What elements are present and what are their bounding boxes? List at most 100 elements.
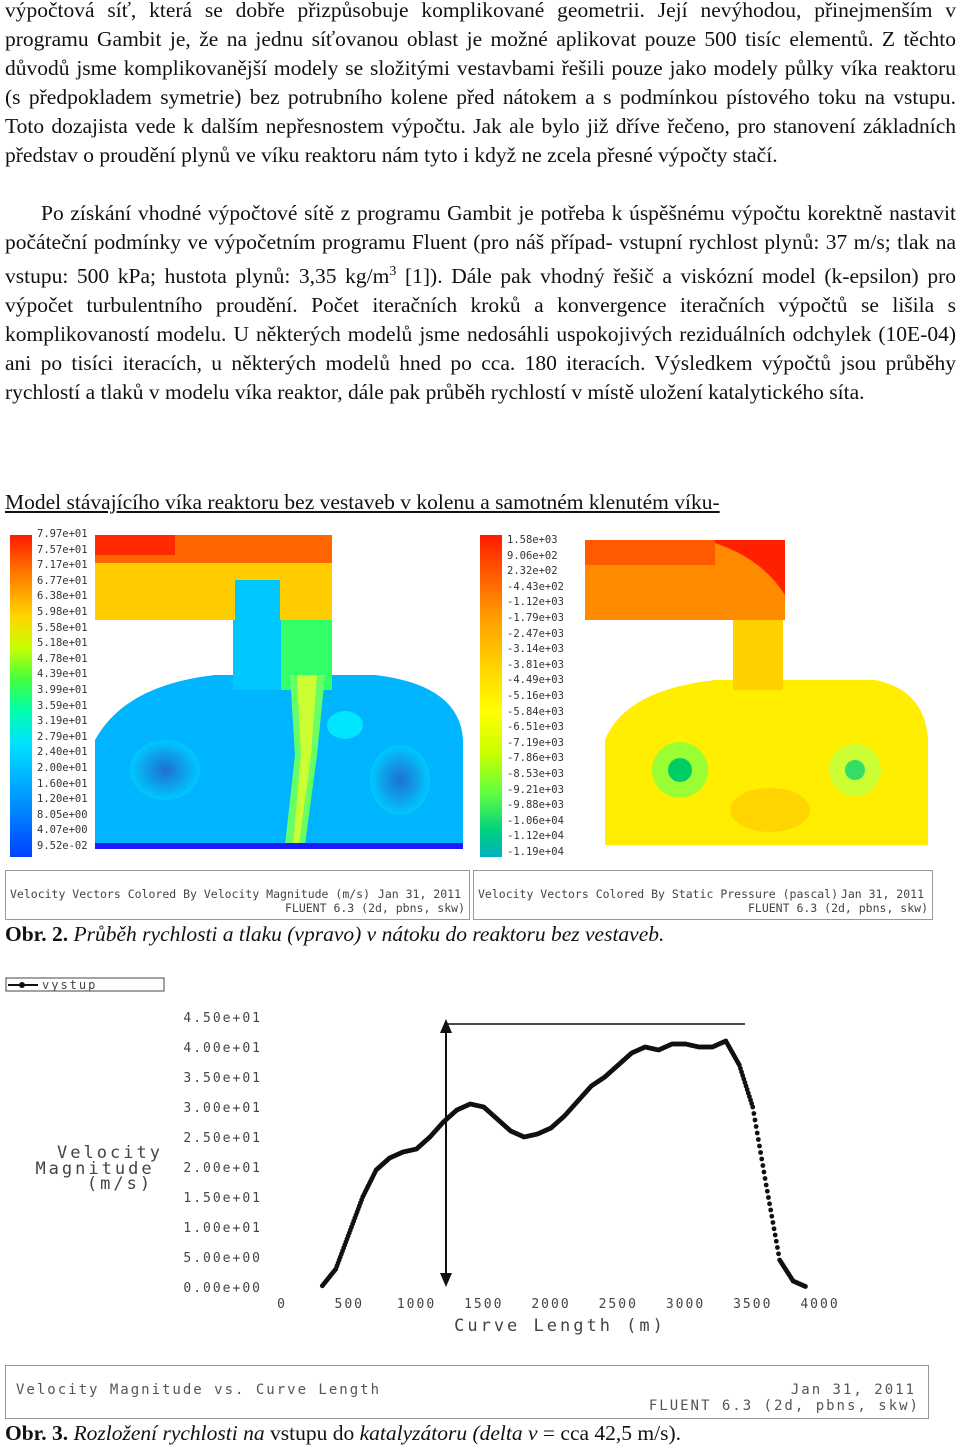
pressure-legend-value: -5.16e+03 <box>507 689 564 702</box>
velocity-legend-value: 4.78e+01 <box>37 652 88 665</box>
data-point <box>759 1156 765 1162</box>
figure-3-caption-part-7: cca 42,5 m/s). <box>560 1421 682 1445</box>
velocity-legend-value: 1.20e+01 <box>37 793 88 806</box>
pressure-legend-value: -8.53e+03 <box>507 767 564 780</box>
x-tick-label: 3500 <box>733 1297 772 1312</box>
data-point <box>768 1207 774 1213</box>
pressure-legend-value: -9.88e+03 <box>507 799 564 812</box>
y-tick-label: 3.00e+01 <box>183 1101 262 1116</box>
velocity-legend-value: 2.79e+01 <box>37 730 88 743</box>
chart-footer: Velocity Magnitude vs. Curve Length Jan … <box>5 1365 929 1419</box>
x-tick-label: 1000 <box>397 1297 436 1312</box>
data-point <box>776 1251 781 1257</box>
velocity-legend-value: 9.52e-02 <box>37 839 88 852</box>
data-point <box>767 1201 772 1207</box>
pressure-legend-value: -3.81e+03 <box>507 658 564 671</box>
velocity-footer-solver: FLUENT 6.3 (2d, pbns, skw) <box>284 901 465 915</box>
x-tick-label: 4000 <box>800 1297 839 1312</box>
chart-footer-solver: FLUENT 6.3 (2d, pbns, skw) <box>648 1398 920 1414</box>
velocity-legend-value: 2.00e+01 <box>37 761 88 774</box>
data-point <box>751 1111 757 1116</box>
pressure-footer-date: Jan 31, 2011 <box>840 887 924 901</box>
data-point <box>766 1195 771 1200</box>
data-point <box>773 1238 779 1244</box>
superscript-three: 3 <box>389 264 397 279</box>
velocity-legend-value: 1.60e+01 <box>37 777 88 790</box>
y-tick-label: 1.00e+01 <box>183 1221 262 1236</box>
pressure-contour-panel: 1.58e+03 9.06e+02 2.32e+02 -4.43e+02 -1.12e+… <box>475 525 935 870</box>
pressure-legend-value: -9.21e+03 <box>507 783 564 796</box>
x-axis-label: Curve Length (m) <box>454 1316 666 1336</box>
velocity-legend-value: 3.99e+01 <box>37 683 88 696</box>
data-point <box>762 1176 768 1181</box>
velocity-legend-labels: 7.97e+01 7.57e+01 7.17e+01 6.77e+01 6.38e+01… <box>37 527 88 854</box>
delta-v-arrow <box>440 1019 745 1287</box>
data-point <box>750 1104 756 1110</box>
data-point <box>753 1124 759 1129</box>
velocity-legend-value: 7.97e+01 <box>37 528 88 540</box>
chart-footer-title: Velocity Magnitude vs. Curve Length <box>16 1382 382 1398</box>
velocity-profile-chart: vystup Velocity Magnitude (m/s) Curve Le… <box>5 977 839 1336</box>
x-tick-label: 2000 <box>531 1297 570 1312</box>
y-tick-label: 4.50e+01 <box>183 1011 262 1026</box>
data-point <box>752 1117 758 1123</box>
section-heading: Model stávajícího víka reaktoru bez vest… <box>5 490 720 514</box>
velocity-legend-value: 4.39e+01 <box>37 668 88 681</box>
figure-3-caption-part-3: vstupu do <box>264 1421 360 1445</box>
y-tick-label: 2.50e+01 <box>183 1131 262 1146</box>
velocity-footer-title: Velocity Vectors Colored By Velocity Mag… <box>10 887 371 901</box>
pressure-legend-labels: 1.58e+03 9.06e+02 2.32e+02 -4.43e+02 -1.12e+… <box>507 533 564 860</box>
body-paragraph-1: výpočtová síť, která se dobře přizpůsobu… <box>5 0 956 167</box>
figure-3-label: Obr. 3. <box>5 1421 69 1445</box>
pressure-legend-value: -7.19e+03 <box>507 736 564 749</box>
pressure-legend-value: -1.06e+04 <box>507 814 564 827</box>
pressure-legend-value: -2.47e+03 <box>507 627 564 640</box>
y-axis-label-line-2: Magnitude <box>35 1159 154 1179</box>
y-axis-label-line-1: Velocity <box>57 1143 163 1163</box>
pressure-legend-value: 9.06e+02 <box>507 549 558 562</box>
velocity-legend-value: 6.77e+01 <box>37 574 88 587</box>
pressure-colorbar <box>480 535 502 857</box>
x-tick-label: 500 <box>335 1297 364 1312</box>
data-point <box>761 1169 767 1175</box>
figure-3-caption: Obr. 3. Rozložení rychlosti na vstupu do… <box>5 1419 681 1448</box>
data-point <box>755 1137 761 1142</box>
x-tick-label: 1500 <box>464 1297 503 1312</box>
x-tick-label: 3000 <box>666 1297 705 1312</box>
data-point <box>758 1150 763 1155</box>
pressure-legend-value: 2.32e+02 <box>507 565 558 578</box>
pressure-footer-solver: FLUENT 6.3 (2d, pbns, skw) <box>747 901 928 915</box>
figure-3-caption-part-4: katalyzátoru (delta <box>359 1421 528 1445</box>
body-paragraph-2: Po získání vhodné výpočtové sítě z progr… <box>5 199 956 407</box>
paragraph-2-part-a: Po získání vhodné výpočtové sítě z progr… <box>5 201 956 289</box>
y-tick-label: 5.00e+00 <box>183 1251 262 1266</box>
data-point <box>769 1213 775 1219</box>
velocity-figure-footer: Velocity Vectors Colored By Velocity Mag… <box>5 870 470 920</box>
pressure-legend-value: -1.79e+03 <box>507 611 564 624</box>
figure-2-label: Obr. 2. <box>5 922 69 946</box>
velocity-legend-value: 5.98e+01 <box>37 605 88 618</box>
data-point <box>757 1143 762 1149</box>
y-tick-label: 3.50e+01 <box>183 1071 262 1086</box>
pressure-legend-value: 1.58e+03 <box>507 534 558 546</box>
pressure-footer-title: Velocity Vectors Colored By Static Press… <box>478 887 839 901</box>
velocity-legend-value: 5.18e+01 <box>37 637 88 650</box>
data-point <box>771 1226 777 1232</box>
x-tick-label: 0 <box>277 1297 287 1312</box>
velocity-legend-value: 8.05e+00 <box>37 808 88 821</box>
pressure-legend-value: -6.51e+03 <box>507 721 564 734</box>
pressure-legend-value: -1.12e+03 <box>507 596 564 609</box>
figure-3-caption-part-2: na <box>243 1421 265 1445</box>
data-point <box>763 1182 769 1188</box>
pressure-legend-value: -5.84e+03 <box>507 705 564 718</box>
chart-legend: vystup <box>5 977 165 992</box>
velocity-legend-value: 6.38e+01 <box>37 590 88 603</box>
velocity-contour-image <box>95 535 463 849</box>
figure-3-caption-part-1: Rozložení rychlosti <box>68 1421 244 1445</box>
y-tick-label: 4.00e+01 <box>183 1041 262 1056</box>
velocity-legend-value: 4.07e+00 <box>37 824 88 837</box>
data-point <box>764 1188 770 1194</box>
velocity-colorbar <box>10 535 32 857</box>
figure-3-caption-part-6: = <box>537 1421 561 1445</box>
data-point <box>772 1232 778 1238</box>
